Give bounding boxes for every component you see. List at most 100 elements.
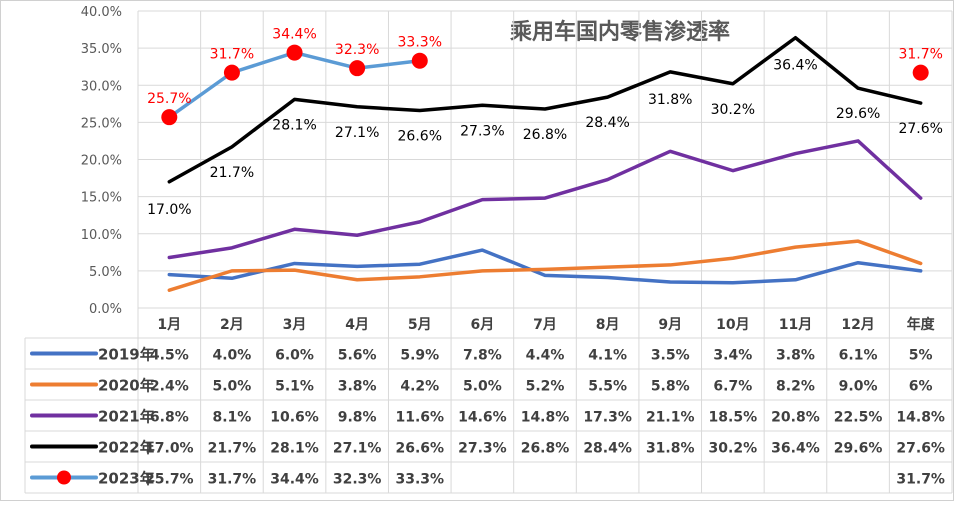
legend-series-name: 2019年 <box>98 346 155 364</box>
table-cell-value: 4.4% <box>526 348 565 364</box>
series-line-2020年 <box>167 239 923 292</box>
table-cell-value: 25.7% <box>145 472 194 488</box>
data-label: 21.7% <box>210 165 254 181</box>
table-cell-value: 27.3% <box>458 441 507 457</box>
table-cell-value: 27.6% <box>896 441 945 457</box>
x-tick-label: 10月 <box>716 317 749 333</box>
data-label: 34.4% <box>272 27 316 43</box>
table-cell-value: 14.8% <box>521 410 570 426</box>
table-cell-value: 31.7% <box>208 472 257 488</box>
data-label: 27.1% <box>335 125 379 141</box>
series-line-2022年 <box>167 35 923 184</box>
plot-gridlines <box>137 10 953 493</box>
series-line-2019年 <box>167 248 923 285</box>
series-marker <box>223 64 240 81</box>
y-tick-label: 10.0% <box>81 228 122 243</box>
table-cell-value: 5.1% <box>275 379 314 395</box>
table-cell-value: 4.5% <box>150 348 189 364</box>
table-cell-value: 9.8% <box>338 410 377 426</box>
series-marker <box>286 44 303 61</box>
table-cell-value: 18.5% <box>709 410 758 426</box>
table-cell-value: 30.2% <box>709 441 758 457</box>
table-cell-value: 26.6% <box>395 441 444 457</box>
table-cell-value: 10.6% <box>270 410 319 426</box>
data-labels: 17.0% 21.7% 28.1% 27.1% 26.6% 27.3% 26.8% 28.4%… <box>147 27 943 218</box>
table-cell-value: 5% <box>909 348 933 364</box>
y-tick-label: 5.0% <box>89 265 122 280</box>
table-cell-value: 6% <box>909 379 933 395</box>
table-cell-value: 7.8% <box>463 348 502 364</box>
table-cell-value: 4.2% <box>400 379 439 395</box>
table-cell-value: 5.2% <box>526 379 565 395</box>
x-tick-label: 12月 <box>841 317 874 333</box>
series-marker <box>349 60 366 77</box>
chart-title: 乘用车国内零售渗透率 <box>509 19 730 45</box>
y-tick-label: 25.0% <box>81 116 122 131</box>
table-cell-value: 3.5% <box>651 348 690 364</box>
table-cell-value: 5.0% <box>463 379 502 395</box>
table-cell-value: 33.3% <box>395 472 444 488</box>
table-cell-value: 28.4% <box>583 441 632 457</box>
data-label: 31.8% <box>648 92 692 108</box>
table-cell-value: 5.8% <box>651 379 690 395</box>
y-tick-label: 30.0% <box>81 79 122 94</box>
data-label: 27.3% <box>460 123 504 139</box>
table-cell-value: 6.0% <box>275 348 314 364</box>
legend-series-name: 2020年 <box>98 377 155 395</box>
table-cell-value: 29.6% <box>834 441 883 457</box>
table-cell-value: 3.4% <box>713 348 752 364</box>
data-label: 31.7% <box>898 47 942 63</box>
legend-series-name: 2021年 <box>98 408 155 426</box>
data-label: 17.0% <box>147 202 191 218</box>
table-cell-value: 3.8% <box>338 379 377 395</box>
table-cell-value: 6.7% <box>713 379 752 395</box>
table-cell-value: 27.1% <box>333 441 382 457</box>
x-tick-label: 7月 <box>533 317 557 333</box>
series-marker <box>411 52 428 69</box>
table-cell-value: 5.6% <box>338 348 377 364</box>
table-cell-value: 6.1% <box>839 348 878 364</box>
series-lines <box>161 35 929 292</box>
table-cell-value: 31.7% <box>896 472 945 488</box>
table-cell-value: 4.0% <box>213 348 252 364</box>
table-cell-value: 9.0% <box>839 379 878 395</box>
y-tick-label: 40.0% <box>81 5 122 20</box>
table-cell-value: 5.0% <box>213 379 252 395</box>
table-cell-value: 8.2% <box>776 379 815 395</box>
data-label: 32.3% <box>335 42 379 58</box>
table-cell-value: 3.8% <box>776 348 815 364</box>
data-label: 29.6% <box>836 106 880 122</box>
table-cell-value: 5.9% <box>400 348 439 364</box>
table-cell-value: 8.1% <box>213 410 252 426</box>
data-label: 26.6% <box>398 128 442 144</box>
data-label: 28.4% <box>585 115 629 131</box>
data-label: 25.7% <box>147 91 191 107</box>
table-cell-value: 5.5% <box>588 379 627 395</box>
x-tick-label: 5月 <box>408 317 432 333</box>
x-tick-label: 1月 <box>157 317 181 333</box>
series-line-2021年 <box>167 139 923 260</box>
x-tick-label: 6月 <box>471 317 495 333</box>
y-tick-label: 15.0% <box>81 191 122 206</box>
table-cell-value: 14.8% <box>896 410 945 426</box>
table-cell-value: 20.8% <box>771 410 820 426</box>
table-cell-value: 14.6% <box>458 410 507 426</box>
x-tick-label: 9月 <box>658 317 682 333</box>
legend-series-name: 2023年 <box>98 470 155 488</box>
table-cell-value: 21.1% <box>646 410 695 426</box>
data-label: 33.3% <box>398 35 442 51</box>
table-cell-value: 11.6% <box>395 410 444 426</box>
legend-key-marker <box>57 470 71 485</box>
table-cell-value: 2.4% <box>150 379 189 395</box>
x-tick-label: 2月 <box>220 317 244 333</box>
x-tick-label: 4月 <box>345 317 369 333</box>
table-cell-value: 32.3% <box>333 472 382 488</box>
data-label: 36.4% <box>773 58 817 74</box>
table-cell-value: 6.8% <box>150 410 189 426</box>
data-label: 26.8% <box>523 127 567 143</box>
series-marker <box>161 109 178 126</box>
data-label: 30.2% <box>711 102 755 118</box>
y-axis: 0.0% 5.0% 10.0% 15.0% 20.0% 25.0% 30.0% 35.0% 40… <box>81 5 122 317</box>
table-cell-value: 17.3% <box>583 410 632 426</box>
